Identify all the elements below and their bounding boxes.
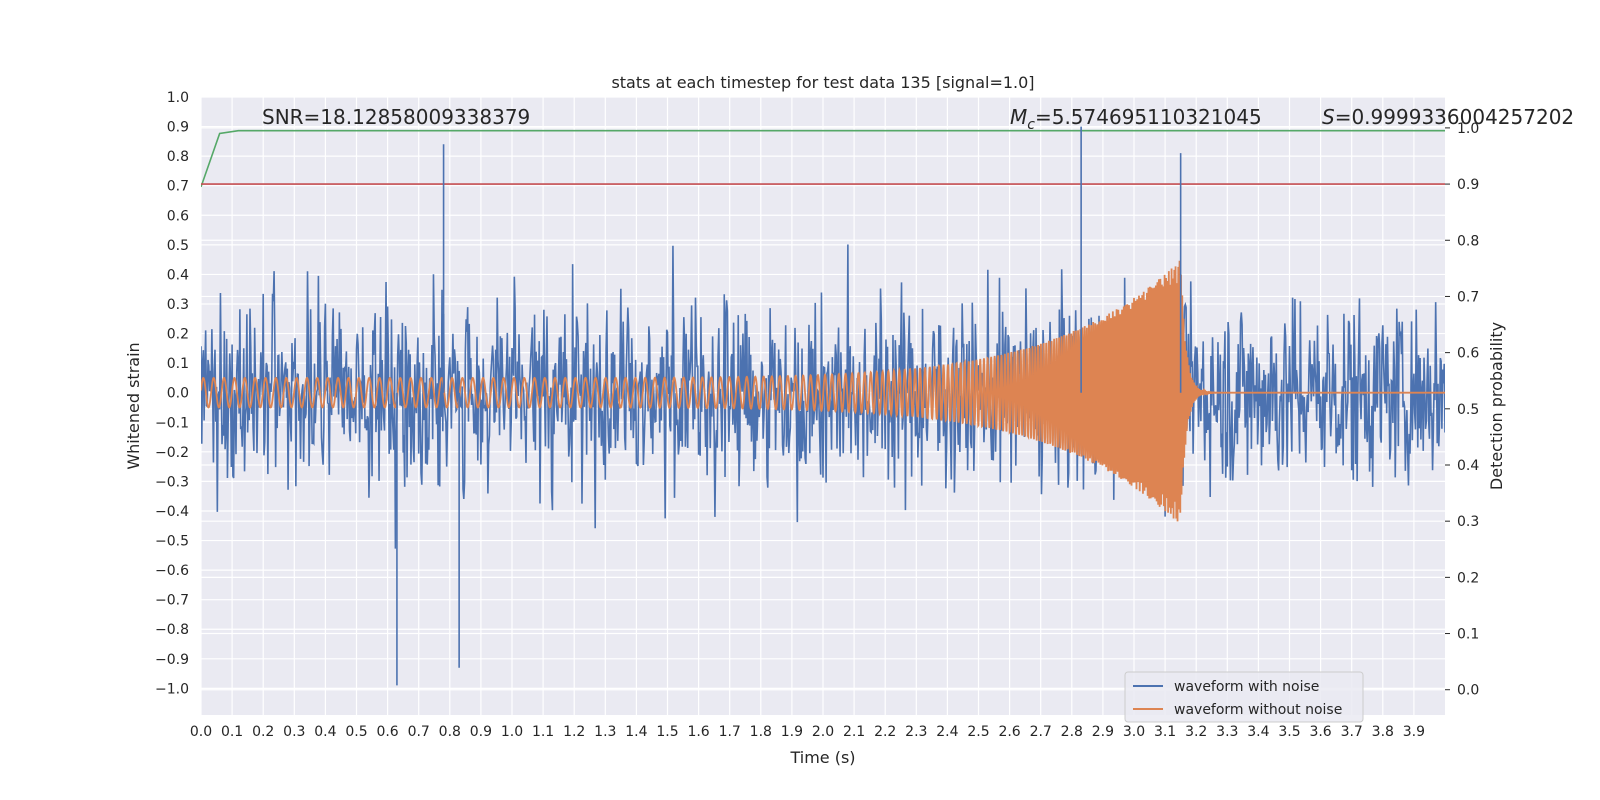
legend-label-waveform-with-noise: waveform with noise <box>1174 679 1319 695</box>
y-tick-label: 0.5 <box>167 238 189 254</box>
y-tick-label: −0.3 <box>155 474 189 490</box>
legend-label-waveform-without-noise: waveform without noise <box>1174 702 1342 718</box>
x-tick-label: 3.7 <box>1341 724 1363 740</box>
chart-title: stats at each timestep for test data 135… <box>611 73 1034 92</box>
x-tick-label: 0.9 <box>470 724 492 740</box>
series-line-waveform-with-noise <box>201 244 1445 549</box>
x-tick-label: 1.8 <box>750 724 772 740</box>
x-tick-label: 1.9 <box>781 724 803 740</box>
y2-tick-label: 0.5 <box>1457 402 1479 418</box>
y-tick-label: −0.4 <box>155 504 189 520</box>
y2-tick-label: 0.1 <box>1457 627 1479 643</box>
series-line-detection-probability <box>201 129 1445 188</box>
y-tick-label: −0.9 <box>155 652 189 668</box>
y2-tick-label: 0.3 <box>1457 514 1479 530</box>
y-tick-label: −1.0 <box>155 681 189 697</box>
x-tick-label: 2.0 <box>812 724 834 740</box>
x-tick-label: 2.7 <box>1030 724 1052 740</box>
x-tick-label: 1.3 <box>594 724 616 740</box>
x-tick-label: 0.6 <box>376 724 398 740</box>
x-tick-label: 3.4 <box>1247 724 1269 740</box>
x-tick-label: 0.0 <box>190 724 212 740</box>
y-tick-label: −0.7 <box>155 593 189 609</box>
x-tick-label: 0.1 <box>221 724 243 740</box>
y-tick-label: 0.2 <box>167 327 189 343</box>
annotation-score-value: =0.9999336004257202 <box>1335 105 1574 129</box>
x-tick-label: 1.7 <box>719 724 741 740</box>
annotation-score: S=0.9999336004257202 <box>1322 105 1574 129</box>
x-tick-label: 3.3 <box>1216 724 1238 740</box>
y2-tick-label: 0.6 <box>1457 346 1479 362</box>
y-tick-label: 0.4 <box>167 267 189 283</box>
annotation-score-symbol: S <box>1322 105 1335 129</box>
y-tick-label: 0.0 <box>167 386 189 402</box>
x-tick-label: 3.5 <box>1278 724 1300 740</box>
x-tick-label: 3.6 <box>1309 724 1331 740</box>
x-tick-label: 3.1 <box>1154 724 1176 740</box>
y2-tick-label: 0.2 <box>1457 570 1479 586</box>
annotation-chirp-mass-subscript: c <box>1027 117 1035 133</box>
y2-tick-label: 0.7 <box>1457 289 1479 305</box>
x-tick-label: 0.5 <box>345 724 367 740</box>
x-tick-label: 0.4 <box>314 724 336 740</box>
y2-tick-label: 0.0 <box>1457 683 1479 699</box>
y-tick-label: 1.0 <box>167 90 189 106</box>
y-tick-label: 0.1 <box>167 356 189 372</box>
x-tick-label: 1.1 <box>532 724 554 740</box>
y-tick-label: 0.6 <box>167 208 189 224</box>
x-tick-label: 3.9 <box>1403 724 1425 740</box>
series-line-waveform-without-noise <box>201 260 1445 522</box>
legend-box <box>1124 671 1364 723</box>
y2-tick-label: 0.9 <box>1457 177 1479 193</box>
y-tick-label: 0.8 <box>167 149 189 165</box>
x-tick-label: 3.2 <box>1185 724 1207 740</box>
x-tick-label: 2.1 <box>843 724 865 740</box>
annotation-chirp-mass: Mc=5.574695110321045 <box>1010 105 1262 133</box>
x-tick-label: 2.9 <box>1092 724 1114 740</box>
x-tick-label: 0.8 <box>439 724 461 740</box>
x-tick-label: 2.4 <box>936 724 958 740</box>
x-tick-label: 0.3 <box>283 724 305 740</box>
x-tick-label: 2.5 <box>967 724 989 740</box>
annotation-snr: SNR=18.12858009338379 <box>262 105 530 129</box>
y-tick-label: 0.3 <box>167 297 189 313</box>
x-axis-label: Time (s) <box>789 748 855 767</box>
x-tick-label: 2.6 <box>998 724 1020 740</box>
y-tick-label: −0.6 <box>155 563 189 579</box>
y-tick-label: 0.7 <box>167 179 189 195</box>
y-tick-label: −0.2 <box>155 445 189 461</box>
x-tick-label: 1.2 <box>563 724 585 740</box>
legend: waveform with noise waveform without noi… <box>1124 671 1364 723</box>
y2-tick-labels: 1.0 0.9 0.8 0.7 0.6 0.5 0.4 0.3 0.2 0.1 0.0 <box>1445 121 1479 699</box>
x-tick-label: 2.3 <box>905 724 927 740</box>
x-tick-label: 0.2 <box>252 724 274 740</box>
y-tick-label: −0.8 <box>155 622 189 638</box>
x-tick-label: 2.2 <box>874 724 896 740</box>
y-tick-label: −0.5 <box>155 534 189 550</box>
y2-tick-label: 0.4 <box>1457 458 1479 474</box>
annotation-chirp-mass-symbol: M <box>1010 105 1027 129</box>
y-axis-label: Whitened strain <box>124 342 143 469</box>
x-tick-label: 3.8 <box>1372 724 1394 740</box>
x-tick-label: 1.5 <box>656 724 678 740</box>
x-tick-label: 3.0 <box>1123 724 1145 740</box>
y-tick-labels: 1.0 0.9 0.8 0.7 0.6 0.5 0.4 0.3 0.2 0.1 0.0 −0.1 −0.… <box>155 90 189 697</box>
x-tick-label: 1.6 <box>687 724 709 740</box>
x-tick-label: 2.8 <box>1061 724 1083 740</box>
y2-tick-label: 0.8 <box>1457 233 1479 249</box>
x-tick-labels: 0.0 0.1 0.2 0.3 0.4 0.5 0.6 0.7 0.8 0.9 1.0 1.1 1.2 1… <box>190 724 1425 740</box>
y2-tick-label: 1.0 <box>1457 121 1479 137</box>
y-tick-label: 0.9 <box>167 120 189 136</box>
x-tick-label: 1.4 <box>625 724 647 740</box>
annotation-chirp-mass-value: =5.574695110321045 <box>1035 105 1262 129</box>
y2-axis-label: Detection probability <box>1487 322 1506 490</box>
x-tick-label: 1.0 <box>501 724 523 740</box>
y-tick-label: −0.1 <box>155 415 189 431</box>
x-tick-label: 0.7 <box>408 724 430 740</box>
